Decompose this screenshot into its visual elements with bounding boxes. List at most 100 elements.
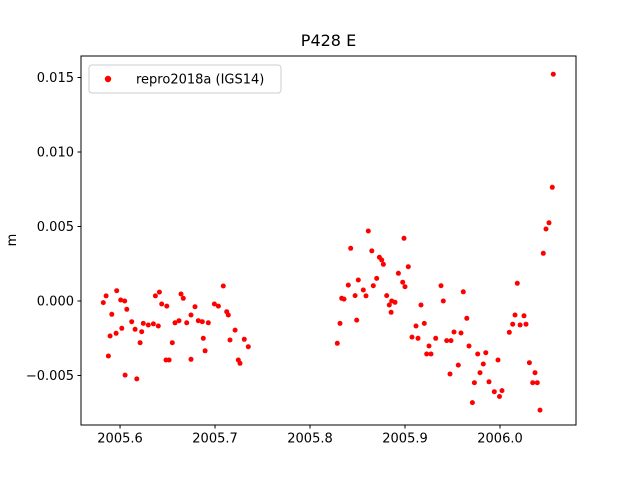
data-point (119, 325, 125, 331)
data-point (352, 293, 358, 299)
data-point (384, 293, 390, 299)
legend-label: repro2018a (IGS14) (136, 73, 264, 88)
data-point (124, 306, 130, 312)
data-point (145, 322, 151, 328)
legend-box (88, 64, 282, 94)
data-point (337, 320, 343, 326)
data-point (232, 327, 238, 333)
x-tick-label: 2006.0 (477, 432, 523, 447)
data-point (180, 295, 186, 301)
data-point (540, 250, 546, 256)
x-tick-label: 2005.6 (97, 432, 143, 447)
data-point (388, 309, 394, 315)
data-point (205, 320, 211, 326)
data-point (122, 298, 128, 304)
y-tick-label: 0.015 (37, 71, 74, 86)
data-point (169, 340, 175, 346)
data-point (129, 319, 135, 325)
data-point (448, 338, 454, 344)
data-point (499, 388, 505, 394)
data-point (374, 275, 380, 281)
data-point (380, 261, 386, 267)
data-point (241, 336, 247, 342)
data-point (220, 283, 226, 289)
data-point (469, 400, 475, 406)
data-point (523, 321, 529, 327)
data-point (188, 356, 194, 362)
data-point (392, 299, 398, 305)
x-tick-label: 2005.8 (287, 432, 333, 447)
data-point (421, 320, 427, 326)
data-point (360, 287, 366, 293)
data-point (103, 293, 109, 299)
y-axis-ticks: −0.005 0.000 0.005 0.010 0.015 (26, 71, 81, 384)
data-point (514, 280, 520, 286)
data-point (413, 323, 419, 329)
data-point (549, 184, 555, 190)
data-point (150, 321, 156, 327)
data-point (122, 372, 128, 378)
data-point (546, 220, 552, 226)
data-point (418, 302, 424, 308)
data-point (159, 301, 165, 307)
y-axis-label: m (5, 234, 20, 247)
data-point (440, 298, 446, 304)
data-point (455, 362, 461, 368)
data-point (192, 304, 198, 310)
data-point (386, 302, 392, 308)
data-point (184, 320, 190, 326)
data-point (512, 312, 518, 318)
y-tick-label: −0.005 (26, 369, 74, 384)
data-point (245, 344, 251, 350)
data-point (369, 248, 375, 254)
data-point (438, 283, 444, 289)
data-point (370, 283, 376, 289)
data-point (409, 334, 415, 340)
data-point (355, 277, 361, 283)
data-point (341, 296, 347, 302)
legend-marker-icon (104, 75, 112, 83)
data-point (172, 320, 178, 326)
data-point (526, 360, 532, 366)
data-point (477, 370, 483, 376)
data-point (400, 279, 406, 285)
x-axis-ticks: 2005.6 2005.7 2005.8 2005.9 2006.0 (97, 425, 523, 447)
data-point (215, 303, 221, 309)
data-point (426, 343, 432, 349)
data-point (188, 312, 194, 318)
data-point (506, 329, 512, 335)
y-tick-label: 0.000 (37, 295, 74, 310)
data-point (486, 379, 492, 385)
data-point (152, 293, 158, 299)
axes-frame (80, 55, 577, 426)
data-point (225, 312, 231, 318)
data-point (132, 326, 138, 332)
data-point (363, 293, 369, 299)
data-point (433, 335, 439, 341)
data-point (402, 284, 408, 290)
data-point (139, 329, 145, 335)
data-point (109, 311, 115, 317)
data-point (475, 351, 481, 357)
data-point (348, 245, 354, 251)
data-point (176, 318, 182, 324)
plot-title: P428 E (301, 31, 356, 50)
data-point (530, 380, 536, 386)
data-point (100, 300, 106, 306)
data-point (550, 71, 556, 77)
data-point (510, 321, 516, 327)
data-point (395, 270, 401, 276)
data-point (379, 257, 385, 263)
data-point (532, 370, 538, 376)
data-point (497, 394, 502, 399)
data-point (354, 317, 360, 323)
data-point (517, 322, 523, 328)
data-point (464, 315, 470, 321)
data-point (140, 320, 146, 326)
data-point (405, 264, 411, 270)
data-point (178, 291, 184, 297)
data-point (113, 330, 119, 336)
data-point (134, 376, 140, 382)
data-point (495, 357, 501, 363)
